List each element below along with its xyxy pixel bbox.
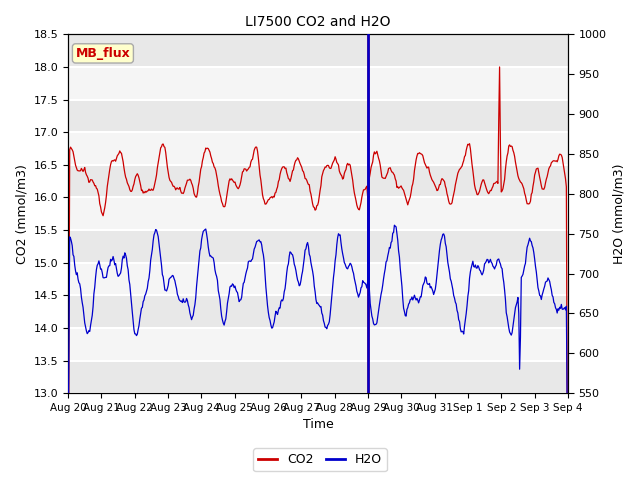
Bar (68, 263, 568, 295)
Title: LI7500 CO2 and H2O: LI7500 CO2 and H2O (245, 15, 391, 29)
Y-axis label: H2O (mmol/m3): H2O (mmol/m3) (612, 164, 625, 264)
Bar (68, 197, 568, 230)
X-axis label: Time: Time (303, 419, 333, 432)
Bar (68, 132, 568, 165)
Bar (68, 328, 568, 360)
Legend: CO2, H2O: CO2, H2O (253, 448, 387, 471)
Text: MB_flux: MB_flux (76, 47, 131, 60)
Y-axis label: CO2 (mmol/m3): CO2 (mmol/m3) (15, 164, 28, 264)
Bar (68, 67, 568, 99)
